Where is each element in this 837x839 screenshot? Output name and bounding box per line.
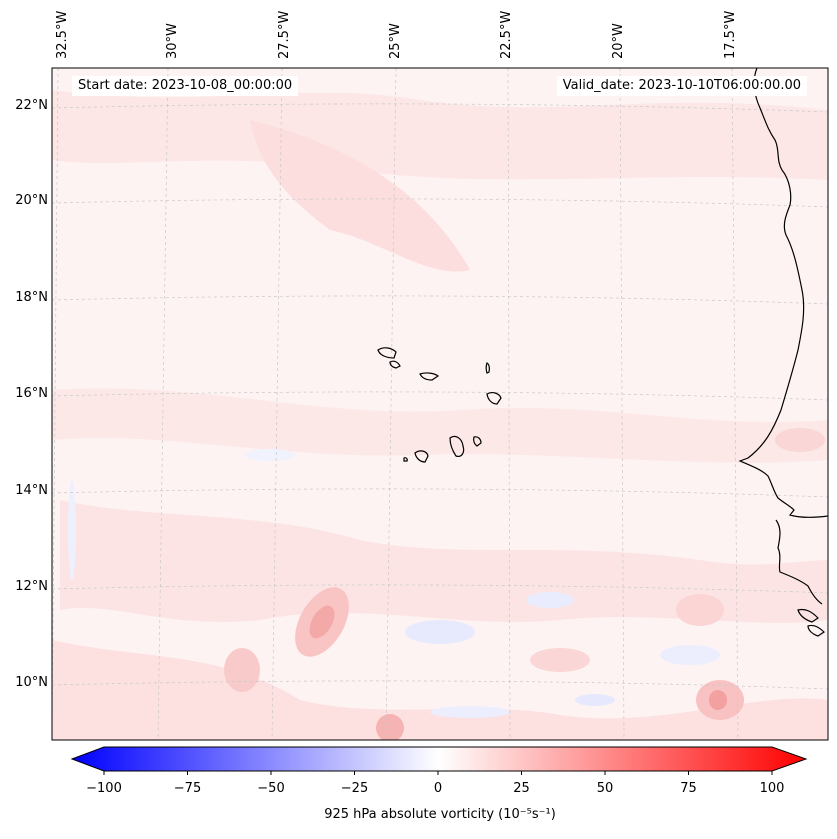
island-sao-nicolau [419, 372, 440, 381]
map-frame [51, 67, 829, 741]
island-sal [485, 362, 490, 374]
lon-label: 32.5°W [55, 10, 70, 59]
island-bissagos [797, 608, 819, 623]
lon-label: 17.5°W [723, 10, 738, 59]
island-sao-vicente [389, 360, 401, 369]
island-maio [473, 436, 482, 447]
field-band [250, 120, 470, 272]
colorbar-ticks [103, 771, 773, 775]
field-blue [575, 694, 615, 706]
field-blue [430, 706, 510, 718]
island-fogo [414, 450, 429, 463]
colorbar-tick-label: 25 [513, 781, 530, 796]
colorbar [70, 746, 808, 775]
lat-label: 16°N [15, 386, 48, 401]
coastline [377, 68, 828, 637]
lon-label: 22.5°W [499, 10, 514, 59]
island-santo-antao [377, 347, 397, 359]
colorbar-tick-label: −50 [257, 781, 285, 796]
field-spot [709, 690, 727, 710]
island-brava [403, 457, 408, 462]
field-band [60, 500, 828, 623]
vorticity-field [52, 68, 828, 740]
lon-label: 25°W [388, 23, 403, 59]
field-blue [68, 480, 76, 580]
island-bissagos [807, 624, 825, 637]
lon-label: 27.5°W [277, 10, 292, 59]
field-spot [775, 428, 825, 452]
colorbar-label: 925 hPa absolute vorticity (10⁻⁵s⁻¹) [324, 807, 556, 822]
field-blue [245, 449, 295, 461]
colorbar-tick-label: 100 [759, 781, 785, 796]
africa-coast [738, 68, 828, 518]
field-spot [376, 714, 404, 740]
island-boa-vista [486, 392, 502, 405]
colorbar-tick-label: 0 [433, 781, 443, 796]
graticule [52, 68, 828, 740]
lon-label: 20°W [611, 23, 626, 59]
field-band [52, 388, 828, 463]
colorbar-tick-label: 50 [596, 781, 614, 796]
start-date-label: Start date: 2023-10-08_00:00:00 [72, 76, 299, 96]
field-blue [405, 620, 475, 644]
colorbar-tick-label: 75 [680, 781, 697, 796]
colorbar-gradient [70, 746, 808, 772]
lon-label: 30°W [165, 23, 180, 59]
field-band [52, 640, 828, 740]
field-band [52, 90, 828, 180]
field-blue [660, 645, 720, 665]
field-spot [309, 605, 335, 639]
field-spot [224, 648, 260, 692]
lat-label: 22°N [15, 98, 48, 113]
field-blue [526, 592, 574, 608]
lat-label: 14°N [15, 483, 48, 498]
valid-date-label: Valid_date: 2023-10-10T06:00:00.00 [556, 76, 807, 96]
lat-label: 20°N [15, 193, 48, 208]
colorbar-tick-label: −25 [340, 781, 369, 796]
africa-coast-south [775, 519, 823, 605]
island-santiago [449, 435, 465, 457]
lat-label: 18°N [15, 290, 48, 305]
lat-label: 10°N [15, 675, 48, 690]
field-spot [530, 648, 590, 672]
colorbar-tick-label: −75 [173, 781, 202, 796]
lat-label: 12°N [15, 579, 48, 594]
colorbar-tick-label: −100 [86, 781, 122, 796]
field-spot [676, 594, 724, 626]
